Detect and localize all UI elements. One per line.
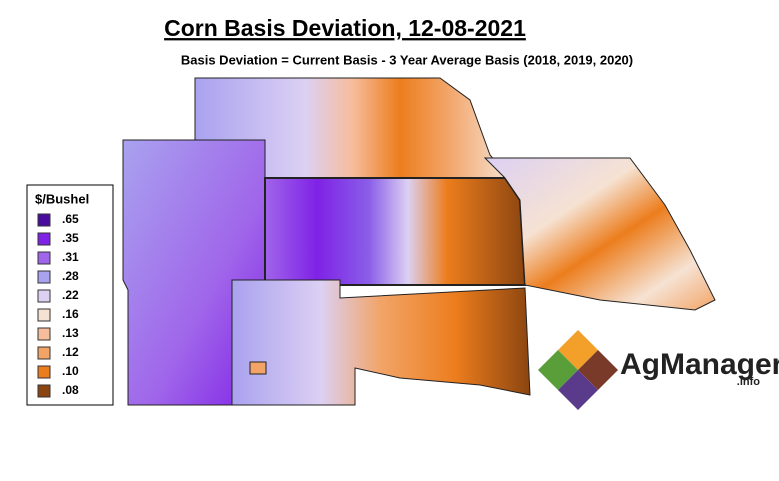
legend-label: .13 — [62, 326, 79, 340]
legend-swatch — [37, 289, 51, 303]
oklahoma — [231, 279, 531, 406]
legend-label: .22 — [62, 288, 79, 302]
legend: $/Bushel .65 .35 .31 .28 .22 .16 .13 .12 .10 .08 — [26, 184, 114, 406]
legend-swatch — [37, 251, 51, 265]
legend-label: .35 — [62, 231, 79, 245]
kansas — [264, 177, 527, 286]
missouri-iowa — [483, 157, 716, 311]
legend-label: .65 — [62, 212, 79, 226]
legend-label: .28 — [62, 269, 79, 283]
legend-swatch — [37, 384, 51, 398]
subtitle: Basis Deviation = Current Basis - 3 Year… — [181, 52, 633, 67]
legend-label: .31 — [62, 250, 79, 264]
logo: AgManager .info — [538, 330, 779, 410]
legend-swatch — [37, 346, 51, 360]
legend-title: $/Bushel — [35, 191, 89, 206]
legend-swatch — [37, 232, 51, 246]
legend-swatch — [37, 270, 51, 284]
legend-label: .08 — [62, 383, 79, 397]
legend-swatch — [37, 327, 51, 341]
legend-items: .65 .35 .31 .28 .22 .16 .13 .12 .10 .08 — [37, 212, 79, 398]
legend-swatch — [37, 213, 51, 227]
legend-label: .16 — [62, 307, 79, 321]
legend-label: .10 — [62, 364, 79, 378]
title: Corn Basis Deviation, 12-08-2021 — [164, 15, 526, 41]
logo-diamond — [558, 370, 598, 410]
logo-suffix: .info — [737, 376, 760, 388]
hotspot — [249, 361, 267, 375]
legend-label: .12 — [62, 345, 79, 359]
map — [122, 77, 716, 406]
logo-name: AgManager — [620, 348, 779, 381]
legend-swatch — [37, 308, 51, 322]
legend-swatch — [37, 365, 51, 379]
